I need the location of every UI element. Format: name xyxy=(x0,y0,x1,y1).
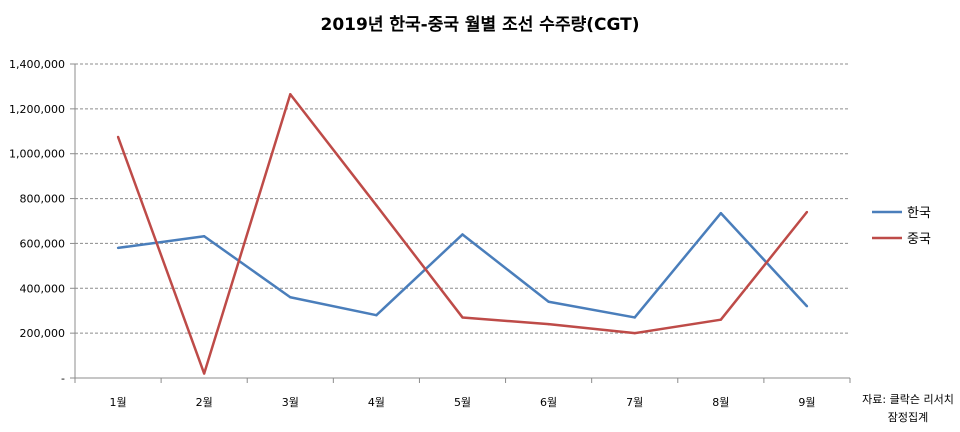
x-axis: 1월 2월 3월 4월 5월 6월 7월 8월 9월 xyxy=(74,64,851,409)
y-tick-label: 600,000 xyxy=(20,237,66,250)
y-tick-label: 1,400,000 xyxy=(9,58,65,71)
x-tick-label: 4월 xyxy=(368,396,385,409)
data-point xyxy=(202,372,206,375)
data-point xyxy=(547,300,550,303)
y-axis-ticks: - 200,000 400,000 600,000 800,000 1,000,000 1,… xyxy=(9,58,75,385)
data-point xyxy=(202,235,206,238)
source-line-1: 자료: 클락슨 리서치 xyxy=(862,393,954,406)
data-point xyxy=(719,211,723,215)
data-point xyxy=(633,316,636,319)
source-line-2: 잠정집계 xyxy=(888,411,928,424)
data-point xyxy=(805,305,809,308)
data-point xyxy=(375,314,378,317)
y-tick-label: 1,000,000 xyxy=(9,148,65,161)
data-point xyxy=(289,93,292,96)
data-point xyxy=(116,246,120,250)
legend-label: 중국 xyxy=(907,232,931,247)
data-point xyxy=(547,322,550,326)
series-lines xyxy=(116,93,809,375)
data-point xyxy=(461,316,464,319)
x-tick-label: 8월 xyxy=(712,396,729,409)
source-note: 자료: 클락슨 리서치 잠정집계 xyxy=(862,393,954,424)
series-line xyxy=(117,211,808,319)
x-tick-label: 1월 xyxy=(109,396,126,409)
y-tick-label: 400,000 xyxy=(20,282,66,295)
x-tick-label: 2월 xyxy=(196,396,213,409)
x-tick-label: 9월 xyxy=(798,396,815,409)
gridlines xyxy=(75,63,850,334)
y-tick-label: - xyxy=(61,372,65,385)
x-tick-label: 7월 xyxy=(626,396,643,409)
x-tick-label: 6월 xyxy=(540,396,557,409)
x-tick-label: 3월 xyxy=(282,396,299,409)
y-tick-label: 800,000 xyxy=(20,193,66,206)
y-tick-label: 200,000 xyxy=(20,327,66,340)
data-point xyxy=(805,210,809,214)
data-point xyxy=(289,296,292,299)
x-tick-label: 5월 xyxy=(454,396,471,409)
chart-title: 2019년 한국-중국 월별 조선 수주량(CGT) xyxy=(321,15,640,35)
y-tick-label: 1,200,000 xyxy=(9,103,65,116)
data-point xyxy=(116,135,120,139)
data-point xyxy=(375,204,378,207)
data-point xyxy=(719,318,723,321)
data-point xyxy=(633,331,636,335)
legend-label: 한국 xyxy=(907,206,931,221)
data-point xyxy=(461,233,464,236)
